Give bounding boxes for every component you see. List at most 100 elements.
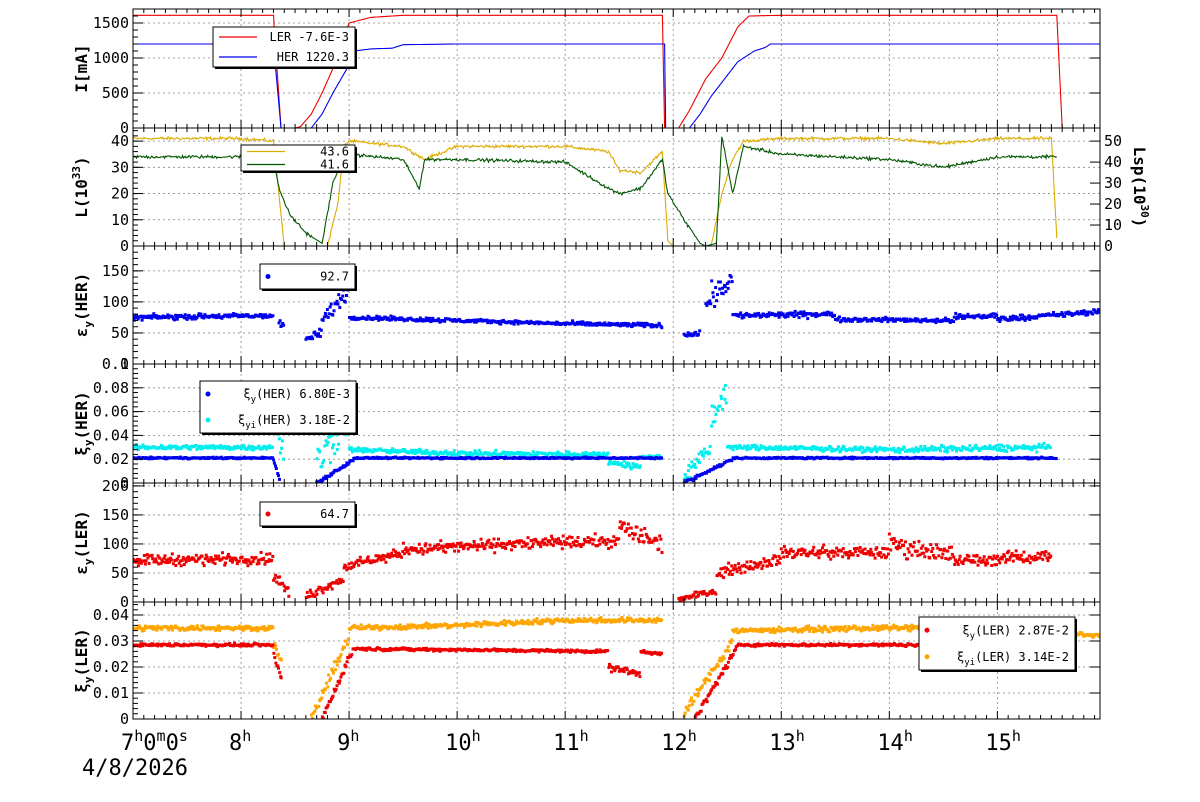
data-point — [894, 540, 897, 543]
data-point — [145, 559, 148, 562]
data-point — [484, 547, 487, 550]
data-point — [418, 543, 421, 546]
data-point — [859, 448, 862, 451]
data-point — [329, 306, 332, 309]
data-point — [722, 292, 725, 295]
y-tick-label: 10 — [111, 211, 129, 229]
data-point — [818, 556, 821, 559]
y-tick-label: 0.1 — [102, 355, 129, 373]
data-point — [422, 553, 425, 556]
data-point — [883, 547, 886, 550]
data-point — [221, 551, 224, 554]
data-point — [384, 561, 387, 564]
y-tick-label: 150 — [102, 506, 129, 524]
data-point — [333, 309, 336, 312]
data-point — [480, 538, 483, 541]
data-point — [322, 691, 325, 694]
data-point — [946, 550, 949, 553]
data-point — [437, 543, 440, 546]
data-point — [1041, 558, 1044, 561]
data-point — [812, 546, 815, 549]
data-point — [532, 542, 535, 545]
data-point — [774, 555, 777, 558]
data-point — [327, 674, 330, 677]
legend: 92.7 — [260, 264, 357, 291]
data-point — [643, 540, 646, 543]
data-point — [217, 555, 220, 558]
data-point — [935, 543, 938, 546]
y-axis-label: I[mA] — [72, 44, 91, 92]
data-point — [719, 281, 722, 284]
data-point — [252, 560, 255, 563]
data-point — [201, 555, 204, 558]
data-point — [634, 533, 637, 536]
data-point — [531, 545, 534, 548]
data-point — [1035, 451, 1038, 454]
data-point — [1005, 558, 1008, 561]
data-point — [792, 550, 795, 553]
data-point — [939, 548, 942, 551]
data-point — [551, 538, 554, 541]
y-axis-label: L(1033) — [70, 156, 91, 217]
data-point — [1046, 557, 1049, 560]
legend-entry: 41.6 — [320, 158, 349, 172]
data-point — [725, 401, 728, 404]
data-point — [719, 405, 722, 408]
legend-entry: 64.7 — [320, 507, 349, 521]
data-point — [628, 463, 631, 466]
data-point — [730, 565, 733, 568]
data-point — [913, 541, 916, 544]
data-point — [142, 559, 145, 562]
legend-swatch — [266, 274, 271, 279]
data-point — [896, 547, 899, 550]
data-point — [907, 547, 910, 550]
data-point — [588, 541, 591, 544]
data-point — [859, 546, 862, 549]
data-point — [1049, 446, 1052, 449]
data-point — [978, 557, 981, 560]
data-point — [176, 318, 179, 321]
data-point — [330, 303, 333, 306]
data-point — [1023, 551, 1026, 554]
data-point — [262, 557, 265, 560]
y2-tick-label: 20 — [1104, 195, 1122, 213]
data-point — [903, 553, 906, 556]
data-point — [318, 450, 321, 453]
data-point — [770, 564, 773, 567]
data-point — [1015, 549, 1018, 552]
data-point — [577, 536, 580, 539]
data-point — [950, 546, 953, 549]
data-point — [320, 329, 323, 332]
data-point — [402, 542, 405, 545]
y2-tick-label: 0 — [1104, 237, 1113, 255]
data-point — [561, 547, 564, 550]
data-point — [320, 697, 323, 700]
data-point — [183, 563, 186, 566]
data-point — [952, 556, 955, 559]
y-tick-label: 1000 — [93, 49, 129, 67]
data-point — [460, 542, 463, 545]
data-point — [481, 542, 484, 545]
data-point — [268, 552, 271, 555]
data-point — [739, 568, 742, 571]
data-point — [603, 539, 606, 542]
data-point — [713, 405, 716, 408]
data-point — [841, 555, 844, 558]
data-point — [730, 276, 733, 279]
data-point — [775, 563, 778, 566]
y-tick-label: 100 — [102, 535, 129, 553]
data-point — [656, 539, 659, 542]
data-point — [311, 337, 314, 340]
data-point — [439, 539, 442, 542]
y-axis-label: εy(HER) — [72, 273, 95, 337]
data-point — [539, 545, 542, 548]
data-point — [453, 449, 456, 452]
data-point — [328, 312, 331, 315]
data-point — [736, 570, 739, 573]
data-point — [836, 554, 839, 557]
data-point — [643, 325, 646, 328]
data-point — [344, 301, 347, 304]
data-point — [638, 540, 641, 543]
data-point — [607, 547, 610, 550]
data-point — [756, 445, 759, 448]
